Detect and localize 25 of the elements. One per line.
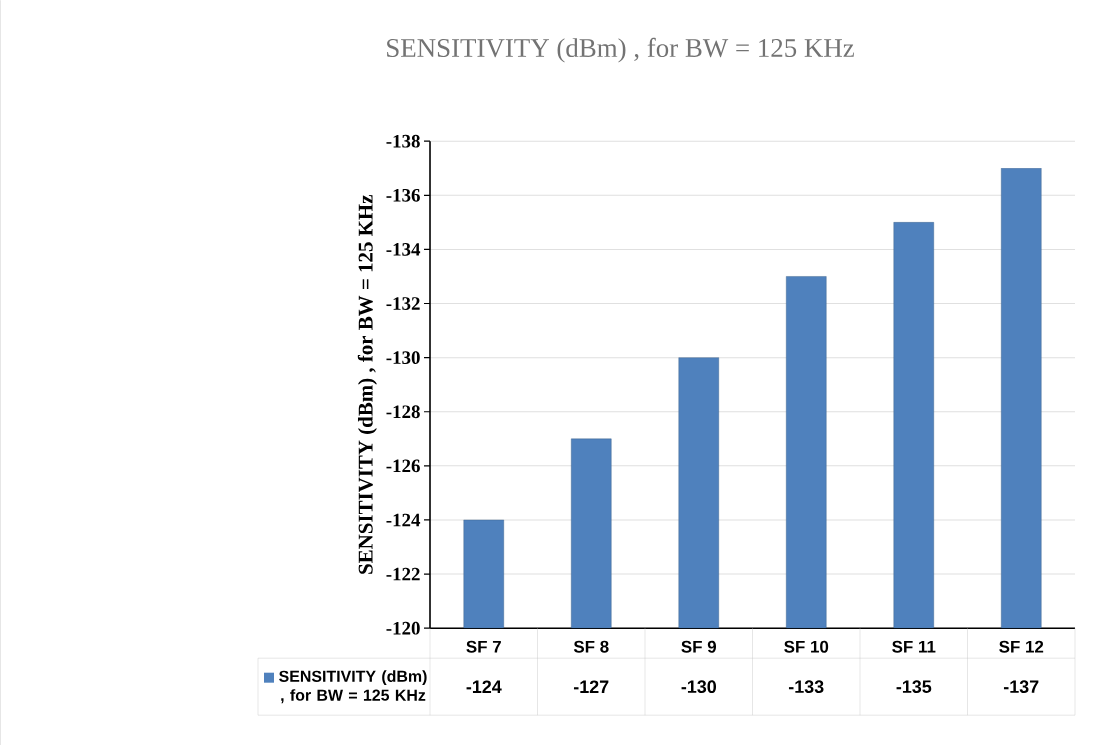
y-tick-label: -132 [386,296,420,310]
x-tick-label: SF 7 [466,640,501,653]
x-tick-label: SF 12 [999,640,1044,653]
y-tick-label: -130 [386,351,420,364]
data-label: -133 [788,680,824,693]
y-tick-label: -120 [386,621,420,635]
data-label: -137 [1003,680,1039,693]
data-label: -135 [896,680,932,693]
x-tick-label: SF 9 [681,640,717,653]
x-tick-label: SF 8 [573,640,609,653]
data-label: -124 [466,680,502,693]
data-label: -130 [681,680,717,693]
y-tick-label: -128 [386,405,420,418]
y-tick-label: -136 [386,188,420,202]
y-tick-label: -122 [386,567,420,581]
chart-title: SENSITIVITY (dBm) , for BW = 125 KHz [387,37,854,63]
y-tick-label: -126 [386,459,420,473]
y-tick-label: -124 [386,513,421,527]
y-axis-title: SENSITIVITY (dBm) , for BW = 125 KHz [357,194,377,574]
x-tick-label: SF 10 [784,640,829,653]
data-label: -127 [573,680,609,693]
y-tick-label: -134 [386,242,421,256]
x-tick-label: SF 11 [892,640,936,653]
y-tick-label: -138 [386,134,420,148]
legend-label: SENSITIVITY (dBm) , for BW = 125 KHz [279,670,427,703]
